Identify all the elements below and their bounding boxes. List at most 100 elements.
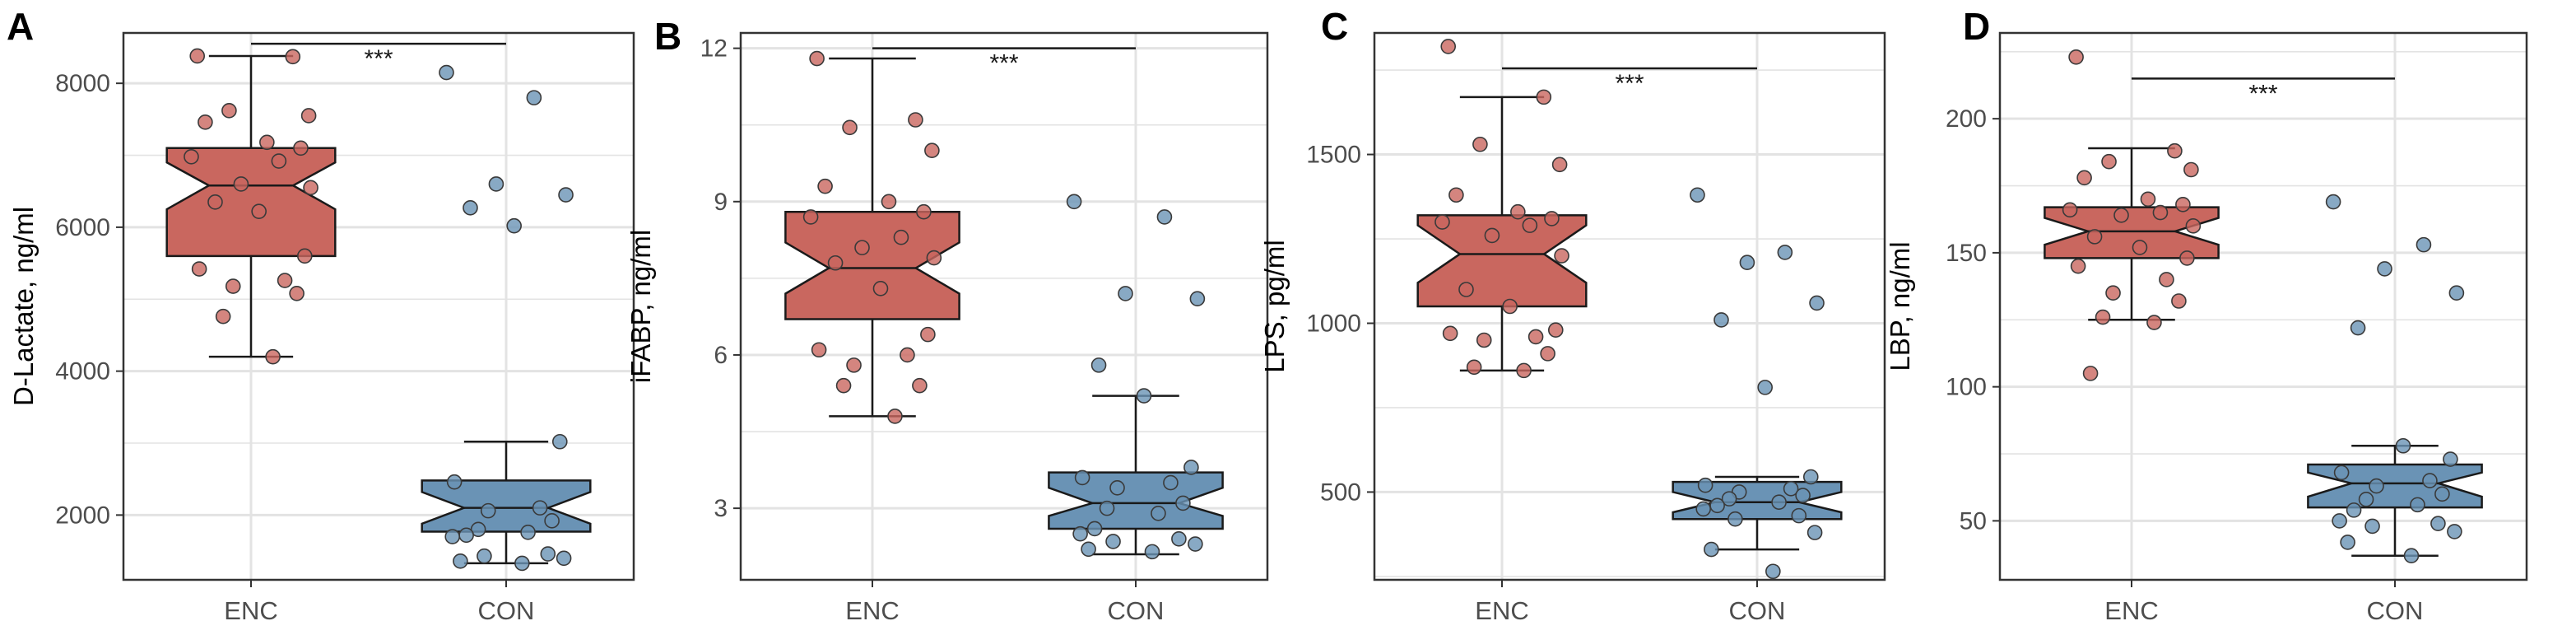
data-point-enc [2068, 49, 2084, 65]
panel-border [1998, 31, 2528, 581]
data-point-enc [1476, 332, 1492, 348]
data-point-enc [1516, 362, 1532, 379]
data-point-con [446, 474, 463, 490]
data-point-enc [303, 180, 319, 196]
data-point-enc [1554, 248, 1569, 264]
y-axis-label: LPS, pg/ml [1259, 240, 1290, 372]
data-point-con [1704, 541, 1719, 558]
data-point-enc [1551, 156, 1568, 173]
data-point-con [544, 513, 560, 529]
data-point-con [1690, 187, 1705, 203]
panel-border [739, 31, 1269, 581]
data-point-enc [872, 280, 889, 296]
data-point-con [444, 529, 461, 544]
data-point-enc [900, 347, 915, 363]
data-point-con [463, 200, 478, 216]
y-tick-label: 200 [1946, 105, 1987, 133]
box-con [1048, 471, 1224, 530]
y-tick-label: 6 [714, 342, 728, 369]
significance-label: *** [2248, 80, 2277, 107]
data-point-enc [1547, 322, 1564, 338]
data-point-enc [2140, 191, 2156, 208]
significance-label: *** [989, 50, 1018, 77]
panel-c: 500 1000 1500 ENC CON *** LPS, pg/ml C [1259, 5, 1886, 621]
data-point-enc [184, 148, 199, 165]
data-point-con [1156, 209, 1173, 225]
x-tick-label-enc: ENC [1475, 596, 1528, 621]
data-point-con [480, 502, 496, 519]
data-point-enc [1510, 203, 1526, 220]
data-point-enc [265, 348, 281, 365]
data-point-enc [300, 108, 317, 124]
data-point-enc [2179, 250, 2195, 266]
data-point-con [1713, 312, 1729, 328]
data-point-con [1066, 194, 1082, 210]
x-tick-label-enc: ENC [2104, 596, 2158, 621]
data-point-con [1072, 525, 1088, 542]
data-point-con [1757, 380, 1773, 395]
data-point-enc [271, 153, 287, 169]
y-tick-label: 4000 [55, 358, 110, 385]
y-tick-label: 150 [1946, 240, 1987, 267]
data-point-con [1727, 511, 1743, 527]
data-point-con [439, 64, 454, 81]
data-point-enc [277, 273, 293, 288]
data-point-enc [1502, 298, 1518, 315]
data-point-enc [2167, 142, 2183, 159]
data-point-con [1086, 521, 1103, 537]
data-point-enc [296, 248, 313, 264]
significance-label: *** [364, 45, 393, 72]
data-point-enc [2076, 170, 2092, 186]
data-point-enc [1458, 282, 1474, 297]
y-tick-label: 8000 [55, 70, 110, 97]
y-tick-label: 12 [700, 35, 728, 63]
data-point-enc [2062, 202, 2078, 218]
data-point-con [1151, 506, 1166, 521]
panel-d: 50 100 150 200 ENC CON *** LBP, ng/ml D [1885, 5, 2528, 621]
data-point-enc [854, 240, 870, 255]
data-point-enc [809, 50, 825, 67]
y-tick-label: 3 [714, 495, 728, 522]
data-point-con [1802, 469, 1819, 485]
data-point-con [2416, 236, 2432, 253]
significance-label: *** [1615, 70, 1644, 97]
data-point-enc [225, 278, 241, 294]
y-axis-label: iFABP, ng/ml [625, 230, 656, 383]
data-point-con [514, 555, 530, 572]
data-point-con [1777, 245, 1793, 260]
data-point-enc [1434, 214, 1450, 230]
data-point-con [2448, 285, 2465, 301]
data-point-enc [2070, 258, 2086, 274]
data-point-enc [916, 203, 932, 220]
data-point-con [1188, 536, 1203, 552]
data-point-con [2369, 478, 2384, 494]
data-point-enc [1484, 227, 1500, 244]
data-point-enc [285, 49, 301, 65]
data-point-con [506, 217, 522, 234]
data-point-con [458, 527, 474, 544]
data-point-con [2333, 465, 2350, 481]
data-point-enc [2159, 272, 2174, 287]
data-point-con [1099, 500, 1115, 516]
panel-b: 3 6 9 12 ENC CON *** iFABP, ng/ml B [625, 15, 1269, 621]
data-point-enc [189, 48, 206, 64]
data-point-con [526, 90, 542, 105]
data-point-enc [887, 409, 903, 424]
y-tick-label: 500 [1320, 479, 1361, 506]
data-point-enc [1448, 187, 1464, 203]
data-point-con [477, 548, 492, 564]
data-point-con [1697, 477, 1713, 493]
data-point-enc [2113, 208, 2129, 223]
data-point-con [1136, 388, 1152, 404]
data-point-con [1189, 291, 1206, 306]
data-point-con [1171, 531, 1187, 547]
data-point-enc [1536, 89, 1552, 105]
data-point-con [520, 525, 536, 540]
data-point-con [1765, 563, 1781, 580]
x-tick-label-enc: ENC [845, 596, 899, 621]
data-point-enc [811, 342, 827, 358]
data-point-enc [2105, 285, 2121, 301]
data-point-enc [2095, 309, 2111, 325]
data-point-con [1163, 474, 1179, 491]
